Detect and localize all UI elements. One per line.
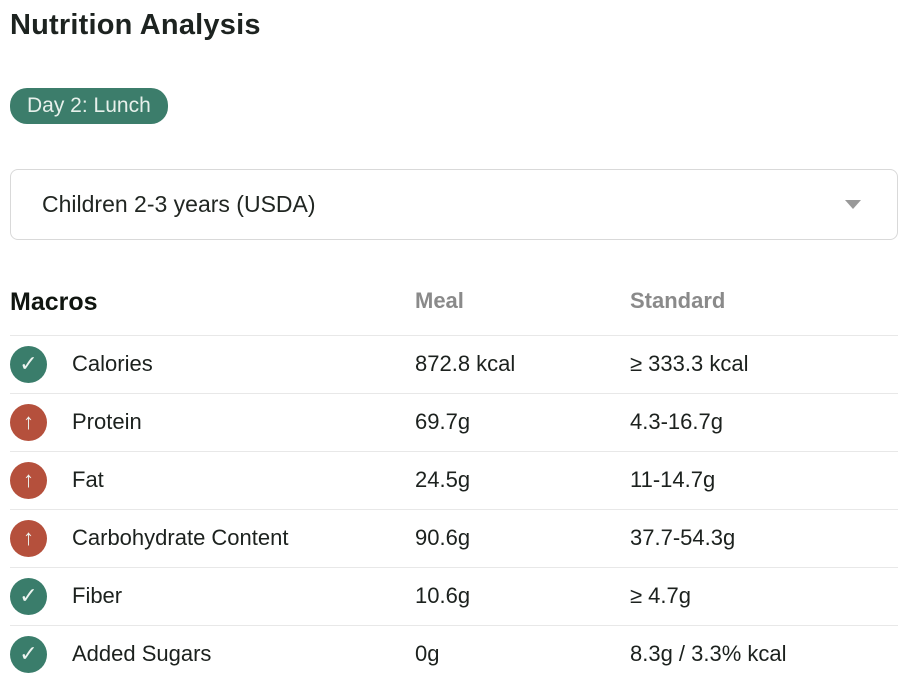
table-row: ↑ Fat 24.5g 11-14.7g xyxy=(10,450,898,509)
nutrient-label: Carbohydrate Content xyxy=(72,525,289,551)
table-header-row: Macros Meal Standard xyxy=(10,286,898,335)
nutrient-label: Fiber xyxy=(72,583,123,609)
standard-value: ≥ 4.7g xyxy=(630,583,692,609)
standard-value: 8.3g / 3.3% kcal xyxy=(630,641,787,667)
meal-value: 90.6g xyxy=(415,525,471,551)
arrow-up-circle-icon: ↑ xyxy=(10,461,47,499)
meal-value: 24.5g xyxy=(415,467,471,493)
standard-value: ≥ 333.3 kcal xyxy=(630,351,749,377)
nutrient-label: Added Sugars xyxy=(72,641,212,667)
column-header-meal: Meal xyxy=(415,287,464,313)
table-row: ↑ Protein 69.7g 4.3-16.7g xyxy=(10,392,898,451)
standard-value: 37.7-54.3g xyxy=(630,525,736,551)
table-row: ↑ Carbohydrate Content 90.6g 37.7-54.3g xyxy=(10,508,898,567)
check-circle-icon: ✓ xyxy=(10,635,47,673)
table-row: ✓ Added Sugars 0g 8.3g / 3.3% kcal xyxy=(10,624,898,683)
nutrient-label: Protein xyxy=(72,409,142,435)
table-row: ✓ Calories 872.8 kcal ≥ 333.3 kcal xyxy=(10,334,898,393)
standard-value: 11-14.7g xyxy=(630,467,716,493)
check-circle-icon: ✓ xyxy=(10,577,47,615)
column-header-standard: Standard xyxy=(630,287,726,313)
meal-value: 0g xyxy=(415,641,440,667)
meal-value: 10.6g xyxy=(415,583,471,609)
standard-select-value: Children 2-3 years (USDA) xyxy=(42,190,316,217)
meal-badge: Day 2: Lunch xyxy=(10,87,168,124)
meal-value: 872.8 kcal xyxy=(415,351,516,377)
nutrient-label: Fat xyxy=(72,467,104,493)
arrow-up-circle-icon: ↑ xyxy=(10,519,47,557)
column-header-macros: Macros xyxy=(10,287,98,316)
table-body: ✓ Calories 872.8 kcal ≥ 333.3 kcal ↑ Pro… xyxy=(10,334,898,683)
standard-value: 4.3-16.7g xyxy=(630,409,723,435)
check-circle-icon: ✓ xyxy=(10,345,47,383)
macros-table: Macros Meal Standard ✓ Calories 872.8 kc… xyxy=(10,286,898,683)
meal-value: 69.7g xyxy=(415,409,471,435)
page-title: Nutrition Analysis xyxy=(10,9,261,41)
arrow-up-circle-icon: ↑ xyxy=(10,403,47,441)
chevron-down-icon xyxy=(845,199,861,209)
standard-select[interactable]: Children 2-3 years (USDA) xyxy=(10,168,898,240)
nutrient-label: Calories xyxy=(72,351,153,377)
table-row: ✓ Fiber 10.6g ≥ 4.7g xyxy=(10,566,898,625)
